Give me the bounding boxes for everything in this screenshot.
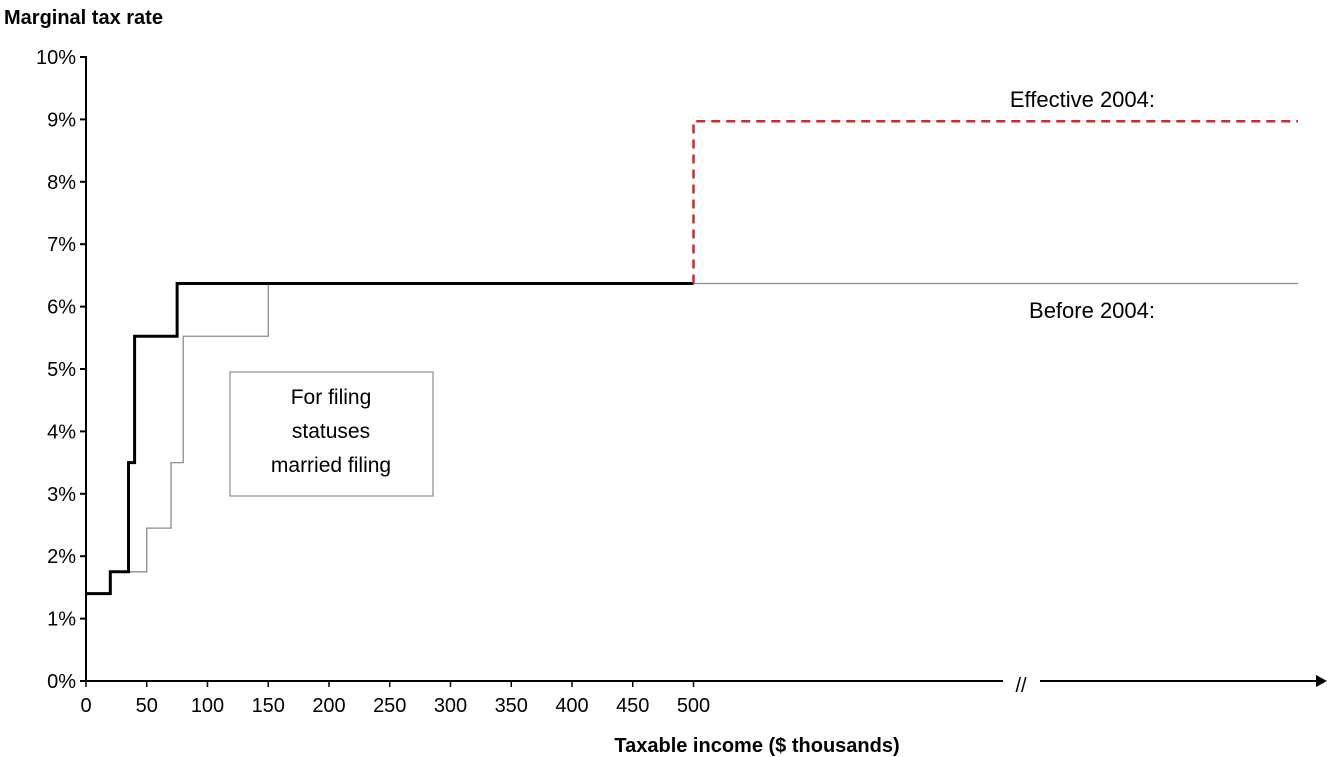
tick-group: 0% 1% 2% 3% 4% 5% 6% 7% 8% 9% 10% 0 50 100 150 200 250 30… xyxy=(36,47,710,717)
y-axis-title: Marginal tax rate xyxy=(4,7,163,29)
y-tick-label: 8% xyxy=(47,172,76,194)
series-line-dashed-red xyxy=(692,120,1298,284)
box-line-2: statuses xyxy=(292,420,370,443)
x-tick-label: 50 xyxy=(136,695,158,717)
series-line-solid-gray-thin xyxy=(128,283,269,573)
x-tick-label: 100 xyxy=(191,695,224,717)
x-tick-label: 500 xyxy=(677,695,710,717)
x-tick-label: 400 xyxy=(555,695,588,717)
filing-status-box xyxy=(229,371,434,497)
y-tick-label: 4% xyxy=(47,421,76,443)
x-tick-label: 250 xyxy=(373,695,406,717)
x-tick-label: 200 xyxy=(312,695,345,717)
y-tick-label: 7% xyxy=(47,234,76,256)
axis-break-label: // xyxy=(1015,675,1027,697)
y-tick-label: 3% xyxy=(47,484,76,506)
x-tick-label: 300 xyxy=(434,695,467,717)
y-tick-label: 10% xyxy=(36,47,76,69)
x-tick-label: 450 xyxy=(616,695,649,717)
y-tick-label: 6% xyxy=(47,297,76,319)
x-axis-arrowhead xyxy=(1316,675,1327,687)
y-tick-label: 9% xyxy=(47,109,76,131)
box-line-1: For filing xyxy=(291,386,372,409)
x-tick-label: 0 xyxy=(80,695,91,717)
x-tick-label: 150 xyxy=(252,695,285,717)
y-tick-label: 1% xyxy=(47,609,76,631)
y-tick-label: 2% xyxy=(47,546,76,568)
y-tick-label: 5% xyxy=(47,359,76,381)
before-2004-label: Before 2004: xyxy=(1029,298,1155,323)
series-group xyxy=(86,120,1298,596)
x-axis-title: Taxable income ($ thousands) xyxy=(614,735,899,757)
box-line-3: married filing xyxy=(271,454,391,477)
y-tick-label: 0% xyxy=(47,671,76,693)
effective-2004-label: Effective 2004: xyxy=(1010,87,1155,112)
x-tick-label: 350 xyxy=(495,695,528,717)
series-line-solid-black-thick xyxy=(86,282,694,596)
